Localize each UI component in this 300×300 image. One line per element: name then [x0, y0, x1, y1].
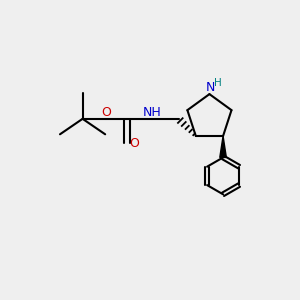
- Text: N: N: [206, 81, 215, 94]
- Text: H: H: [214, 78, 221, 88]
- Polygon shape: [220, 136, 226, 158]
- Text: NH: NH: [143, 106, 162, 119]
- Text: O: O: [101, 106, 111, 119]
- Text: O: O: [129, 137, 139, 150]
